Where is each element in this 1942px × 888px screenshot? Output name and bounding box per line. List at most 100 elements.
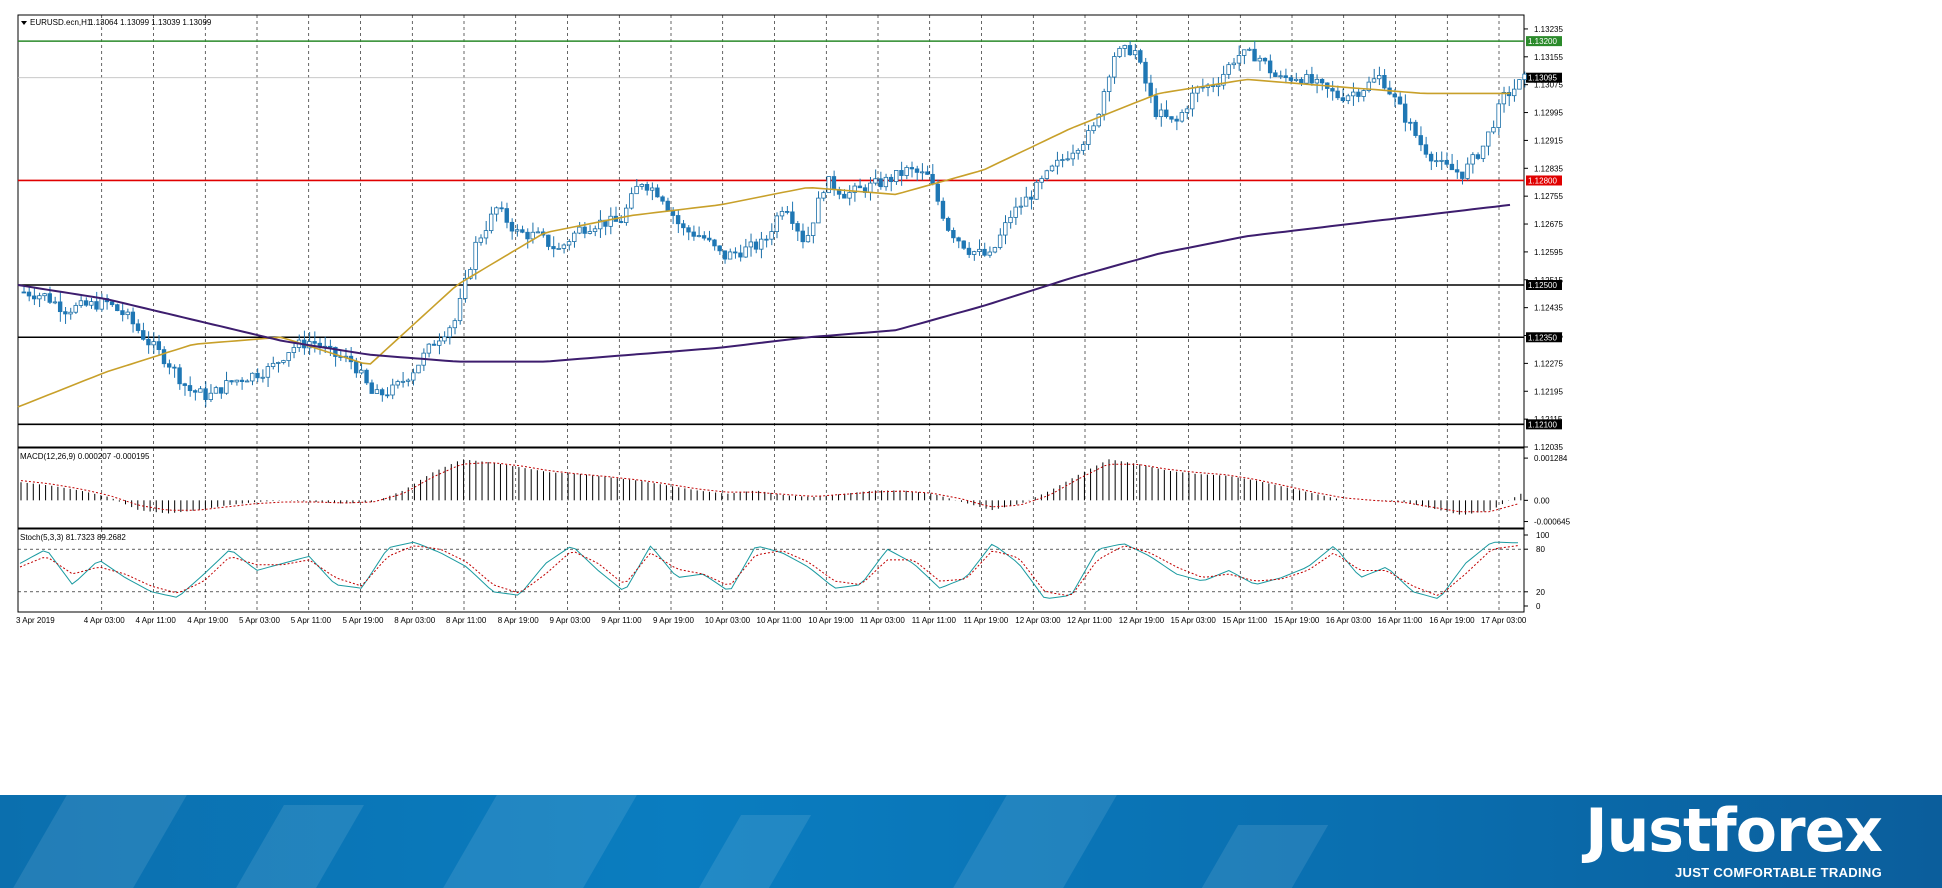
candle-body[interactable] xyxy=(405,379,411,382)
candle-body[interactable] xyxy=(276,362,281,364)
candle-body[interactable] xyxy=(945,217,951,231)
candle-body[interactable] xyxy=(416,364,421,374)
candle-body[interactable] xyxy=(888,176,894,183)
candle-body[interactable] xyxy=(1247,48,1252,51)
candle-body[interactable] xyxy=(1231,62,1236,66)
candle-body[interactable] xyxy=(42,293,47,297)
candle-body[interactable] xyxy=(878,178,883,188)
candle-body[interactable] xyxy=(1034,181,1039,200)
candle-body[interactable] xyxy=(1065,158,1070,161)
candle-body[interactable] xyxy=(961,240,966,249)
candle-body[interactable] xyxy=(701,235,707,239)
candle-body[interactable] xyxy=(99,298,104,310)
candle-body[interactable] xyxy=(1003,222,1008,236)
candle-body[interactable] xyxy=(52,301,58,304)
candle-body[interactable] xyxy=(1008,216,1013,224)
candle-body[interactable] xyxy=(733,251,738,254)
candle-body[interactable] xyxy=(1449,163,1455,171)
candle-body[interactable] xyxy=(1517,79,1522,90)
candle-body[interactable] xyxy=(1262,57,1268,62)
candle-body[interactable] xyxy=(1148,82,1153,97)
candle-body[interactable] xyxy=(1371,78,1377,83)
candle-body[interactable] xyxy=(1288,77,1294,81)
candle-body[interactable] xyxy=(1501,91,1507,105)
candle-body[interactable] xyxy=(904,167,909,176)
candle-body[interactable] xyxy=(769,231,774,240)
candle-body[interactable] xyxy=(369,382,374,394)
candle-body[interactable] xyxy=(686,227,691,233)
candle-body[interactable] xyxy=(1314,78,1320,84)
candle-body[interactable] xyxy=(457,298,463,322)
candle-body[interactable] xyxy=(1164,109,1169,118)
candle-body[interactable] xyxy=(395,381,400,386)
candle-body[interactable] xyxy=(971,251,977,255)
candle-body[interactable] xyxy=(748,241,754,248)
candle-body[interactable] xyxy=(566,241,572,246)
candle-body[interactable] xyxy=(187,385,193,392)
candle-body[interactable] xyxy=(1512,88,1517,97)
candle-body[interactable] xyxy=(374,389,380,394)
chart-area[interactable]: 3 Apr 2019 4 Apr 03:00 4 Apr 11:00 4 Apr 19… xyxy=(0,0,1942,795)
candle-body[interactable] xyxy=(255,372,260,379)
candle-body[interactable] xyxy=(810,222,816,236)
candle-body[interactable] xyxy=(509,221,515,232)
stoch-signal-line[interactable] xyxy=(19,545,1519,596)
candle-body[interactable] xyxy=(1112,56,1117,78)
candle-body[interactable] xyxy=(805,235,811,243)
candle-body[interactable] xyxy=(1060,159,1065,161)
candle-body[interactable] xyxy=(156,341,162,350)
candle-body[interactable] xyxy=(1413,121,1418,136)
candle-body[interactable] xyxy=(800,230,805,243)
dropdown-triangle-icon[interactable] xyxy=(21,21,27,25)
candle-body[interactable] xyxy=(1402,103,1408,123)
candle-body[interactable] xyxy=(909,167,915,170)
candle-body[interactable] xyxy=(1106,76,1112,92)
candle-body[interactable] xyxy=(1158,109,1164,118)
candle-body[interactable] xyxy=(327,345,333,348)
candle-body[interactable] xyxy=(1132,50,1138,56)
candle-body[interactable] xyxy=(655,187,660,198)
candle-body[interactable] xyxy=(873,178,878,184)
candle-body[interactable] xyxy=(218,387,224,394)
candle-body[interactable] xyxy=(1044,170,1050,179)
candle-body[interactable] xyxy=(291,347,297,353)
candle-body[interactable] xyxy=(442,336,447,342)
candle-body[interactable] xyxy=(120,310,125,316)
candle-body[interactable] xyxy=(78,300,84,306)
candle-body[interactable] xyxy=(198,388,203,393)
candle-body[interactable] xyxy=(1283,75,1288,78)
candle-body[interactable] xyxy=(1475,154,1481,159)
candle-body[interactable] xyxy=(1080,144,1086,151)
candle-body[interactable] xyxy=(691,231,696,237)
candle-body[interactable] xyxy=(629,193,634,209)
candle-body[interactable] xyxy=(182,383,187,386)
candle-body[interactable] xyxy=(572,232,577,242)
candle-body[interactable] xyxy=(665,200,670,211)
candle-body[interactable] xyxy=(31,295,37,300)
candle-body[interactable] xyxy=(172,366,177,369)
candle-body[interactable] xyxy=(1184,108,1190,113)
candle-body[interactable] xyxy=(634,185,639,195)
candle-body[interactable] xyxy=(1278,75,1283,78)
candle-body[interactable] xyxy=(1226,64,1231,75)
candle-body[interactable] xyxy=(1392,93,1397,98)
candle-body[interactable] xyxy=(624,207,629,223)
candle-body[interactable] xyxy=(1252,48,1257,62)
candle-body[interactable] xyxy=(997,234,1003,248)
candle-body[interactable] xyxy=(1117,48,1122,57)
candle-body[interactable] xyxy=(431,343,437,346)
candle-body[interactable] xyxy=(1273,72,1278,77)
candle-body[interactable] xyxy=(774,215,779,232)
candle-body[interactable] xyxy=(213,387,219,394)
candle-body[interactable] xyxy=(592,228,598,232)
candle-body[interactable] xyxy=(738,252,743,258)
candle-body[interactable] xyxy=(779,211,785,217)
candle-body[interactable] xyxy=(146,338,151,346)
candle-body[interactable] xyxy=(488,213,494,231)
candle-body[interactable] xyxy=(1018,205,1024,208)
candle-body[interactable] xyxy=(333,346,338,357)
candle-body[interactable] xyxy=(899,170,904,176)
candle-body[interactable] xyxy=(951,230,956,239)
candle-body[interactable] xyxy=(208,392,213,400)
candle-body[interactable] xyxy=(795,223,800,232)
